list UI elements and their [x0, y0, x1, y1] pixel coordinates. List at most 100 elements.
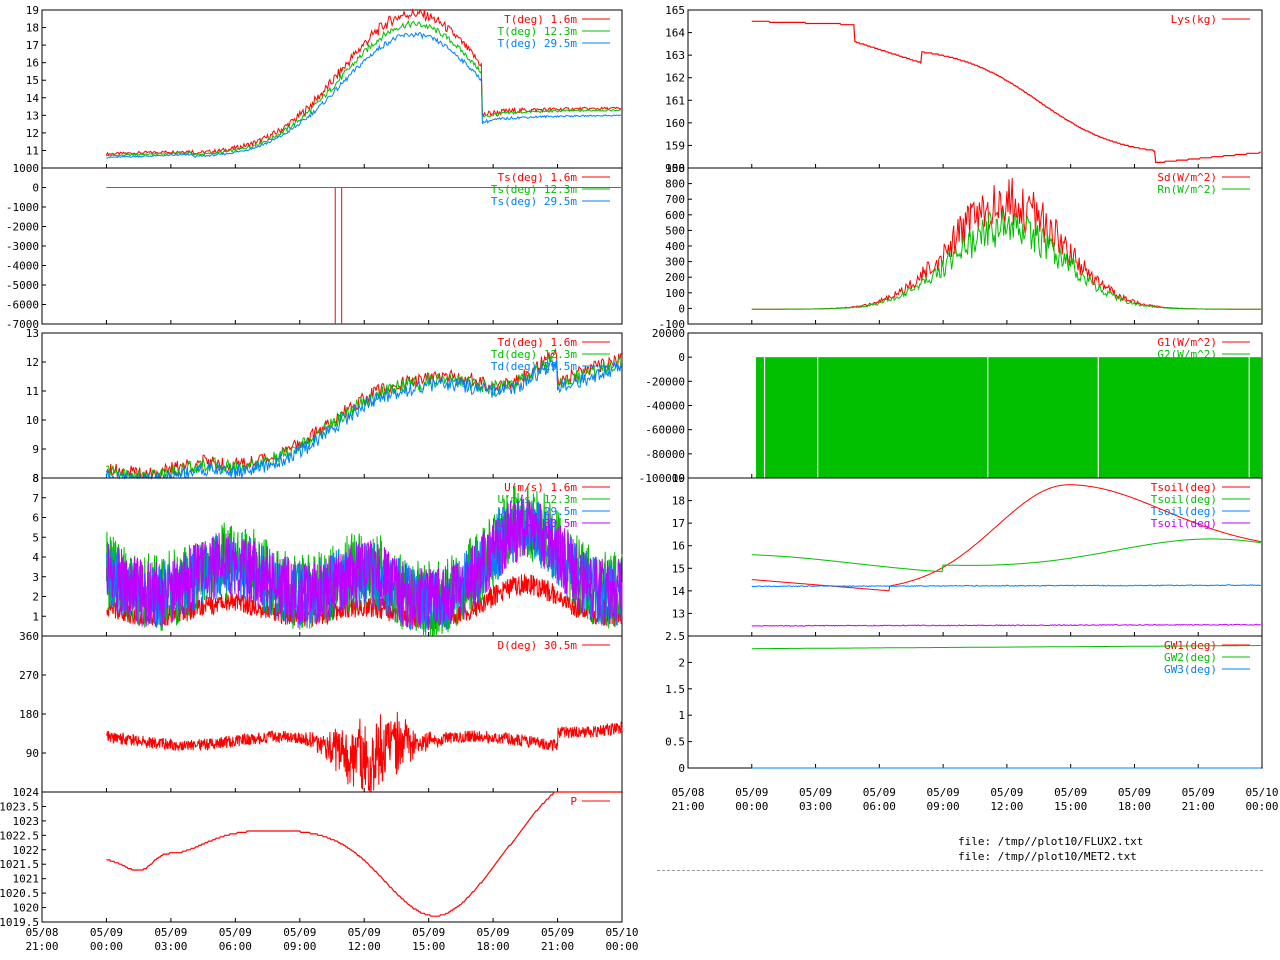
left-x-date: 05/08: [25, 926, 58, 939]
y-tick-label: 11: [26, 385, 39, 398]
y-tick-label: 0: [678, 762, 685, 775]
y-tick-label: 6: [32, 512, 39, 525]
legend-label: T(deg) 12.3m: [498, 25, 578, 38]
left-x-time: 09:00: [283, 940, 316, 953]
right-x-date: 05/08: [671, 786, 704, 799]
y-tick-label: 1023: [13, 815, 40, 828]
legend-label: U(m/s) 30.5m: [498, 517, 578, 530]
series-U-3: [106, 494, 623, 631]
legend-label: GW3(deg): [1164, 663, 1217, 676]
left-x-date: 05/09: [90, 926, 123, 939]
file-label-met: file: /tmp//plot10/MET2.txt: [958, 850, 1137, 863]
panel-frame: [41, 635, 623, 793]
y-tick-label: 162: [665, 72, 685, 85]
legend-label: Td(deg) 1.6m: [498, 336, 578, 349]
legend-label: Td(deg) 12.3m: [491, 348, 577, 361]
series-D-0: [105, 711, 623, 793]
legend-label: T(deg) 29.5m: [498, 37, 578, 50]
series-Td-1: [106, 354, 622, 480]
y-tick-label: -6000: [6, 299, 39, 312]
y-tick-label: 13: [26, 327, 39, 340]
y-tick-label: 360: [19, 630, 39, 643]
y-tick-label: 3: [32, 571, 39, 584]
y-tick-label: 2: [32, 591, 39, 604]
right-x-date: 05/09: [927, 786, 960, 799]
y-tick-label: 2.5: [665, 630, 685, 643]
y-tick-label: 16: [26, 57, 39, 70]
y-tick-label: 18: [672, 495, 685, 508]
series-G-1: [756, 357, 1262, 478]
left-x-time: 15:00: [412, 940, 445, 953]
left-x-time: 00:00: [605, 940, 638, 953]
y-tick-label: -100: [659, 318, 686, 331]
y-tick-label: 13: [26, 109, 39, 122]
y-tick-label: 1020.5: [0, 887, 39, 900]
y-tick-label: 1021.5: [0, 858, 39, 871]
panel-P: 1019.510201020.510211021.510221022.51023…: [0, 786, 623, 929]
y-tick-label: 1023.5: [0, 800, 39, 813]
y-tick-label: 14: [26, 92, 40, 105]
legend-label: P: [570, 795, 577, 808]
y-tick-label: 14: [672, 585, 686, 598]
legend-label: Tsoil(deg): [1151, 481, 1217, 494]
right-x-time: 03:00: [799, 800, 832, 813]
y-tick-label: 17: [672, 517, 685, 530]
left-x-time: 18:00: [477, 940, 510, 953]
y-tick-label: 1: [32, 610, 39, 623]
y-tick-label: 15: [672, 562, 685, 575]
right-x-date: 05/09: [799, 786, 832, 799]
y-tick-label: 0.5: [665, 736, 685, 749]
y-tick-label: 19: [26, 4, 39, 17]
legend-label: Tsoil(deg): [1151, 517, 1217, 530]
right-x-time: 18:00: [1118, 800, 1151, 813]
left-x-time: 12:00: [348, 940, 381, 953]
panel-T: 11 12 13 14 15 16 17 18 19 T(deg) 1.6mT(deg) 12.3…: [26, 4, 623, 169]
y-tick-label: 200: [665, 271, 685, 284]
left-x-date: 05/09: [154, 926, 187, 939]
series-Lys-0: [751, 20, 1261, 163]
y-tick-label: 11: [26, 144, 39, 157]
panel-frame: [41, 791, 623, 923]
right-x-time: 15:00: [1054, 800, 1087, 813]
right-x-date: 05/09: [1118, 786, 1151, 799]
series-Tsoil-3: [751, 623, 1261, 627]
series-Rad-0: [751, 177, 1261, 310]
left-x-date: 05/09: [541, 926, 574, 939]
y-tick-label: 1020: [13, 902, 40, 915]
right-x-time: 21:00: [671, 800, 704, 813]
y-tick-label: 300: [665, 256, 685, 269]
series-Rad-1: [751, 210, 1261, 310]
series-GW-1: [751, 645, 1261, 650]
y-tick-label: 700: [665, 193, 685, 206]
y-tick-label: 20000: [652, 327, 685, 340]
y-tick-label: 1024: [13, 786, 40, 799]
right-x-date: 05/09: [990, 786, 1023, 799]
right-x-date: 05/09: [735, 786, 768, 799]
y-tick-label: 600: [665, 209, 685, 222]
right-x-date: 05/09: [1054, 786, 1087, 799]
panel-Lys: 158 159 160 161 162 163 164 165 Lys(kg): [665, 4, 1263, 175]
right-x-time: 06:00: [863, 800, 896, 813]
y-tick-label: -100000: [639, 472, 685, 485]
y-tick-label: 12: [26, 356, 39, 369]
file-label-flux: file: /tmp//plot10/FLUX2.txt: [958, 835, 1144, 848]
left-x-date: 05/09: [219, 926, 252, 939]
legend-label: Lys(kg): [1171, 13, 1217, 26]
y-tick-label: 9: [32, 443, 39, 456]
series-Td-2: [105, 359, 622, 480]
y-tick-label: 1.5: [665, 683, 685, 696]
left-x-date: 05/09: [283, 926, 316, 939]
y-tick-label: 0: [678, 302, 685, 315]
y-tick-label: 17: [26, 39, 39, 52]
y-tick-label: -20000: [645, 375, 685, 388]
legend-label: Ts(deg) 1.6m: [498, 171, 578, 184]
y-tick-label: 100: [665, 287, 685, 300]
series-T-0: [105, 8, 622, 157]
y-tick-label: 1: [678, 709, 685, 722]
y-tick-label: -4000: [6, 260, 39, 273]
y-tick-label: 1021: [13, 873, 40, 886]
y-tick-label: 159: [665, 139, 685, 152]
series-T-1: [106, 19, 622, 157]
y-tick-label: 164: [665, 27, 685, 40]
